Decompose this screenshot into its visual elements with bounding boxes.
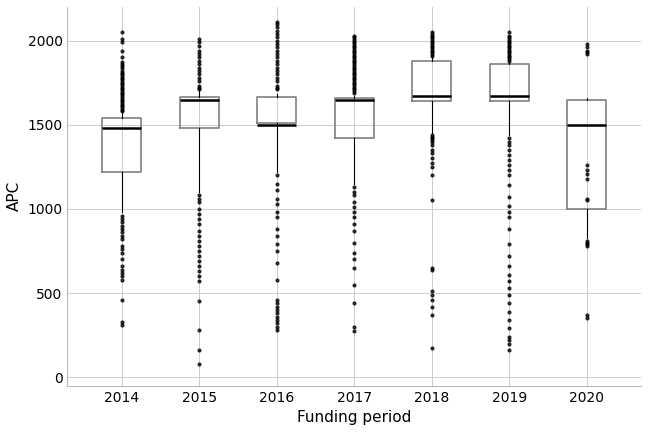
Y-axis label: APC: APC (7, 181, 22, 211)
X-axis label: Funding period: Funding period (297, 410, 411, 425)
